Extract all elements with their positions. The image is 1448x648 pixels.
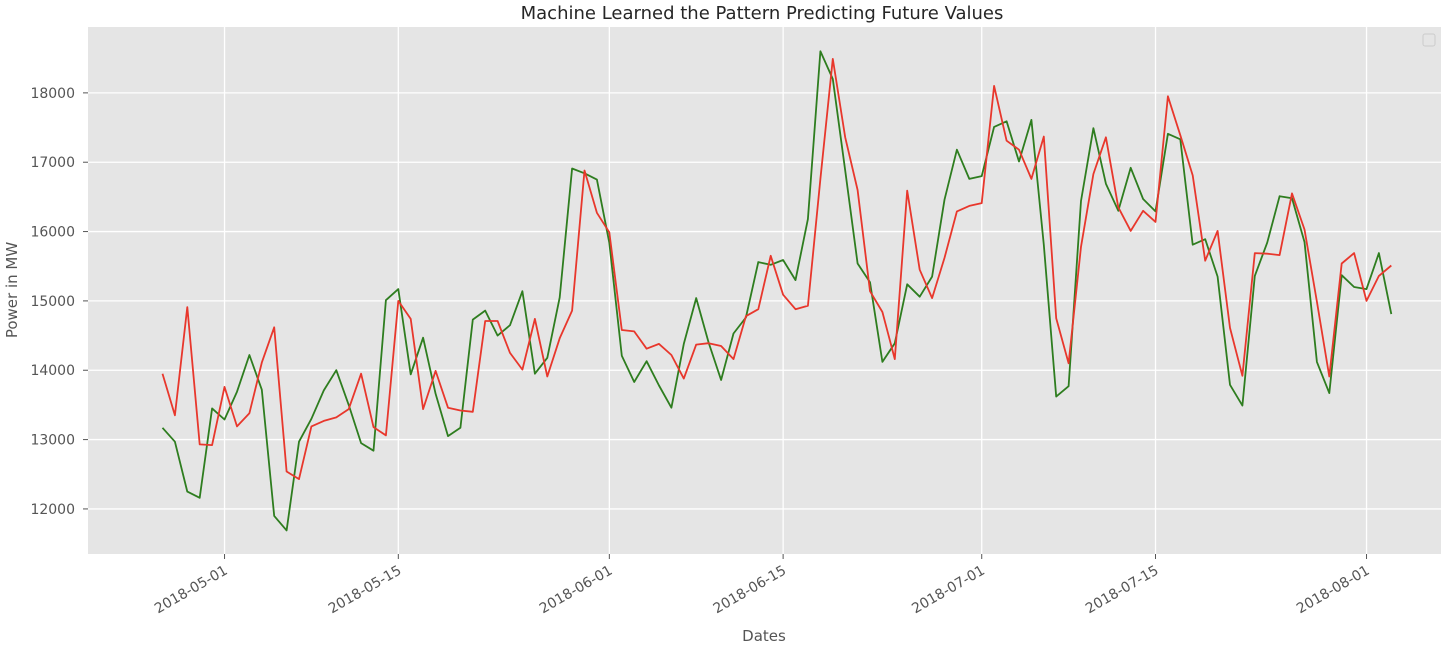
legend-box [1422, 33, 1436, 47]
series-line-2 [161, 58, 1392, 481]
x-tick-label: 2018-08-01 [1294, 563, 1372, 618]
x-tick-label: 2018-06-15 [711, 563, 789, 618]
x-tick-label: 2018-05-15 [326, 563, 404, 618]
series-layer [161, 50, 1393, 532]
x-tick-label: 2018-06-01 [537, 563, 615, 618]
series-line-1 [161, 50, 1393, 532]
y-tick-label: 18000 [30, 86, 75, 102]
y-tick-label: 13000 [30, 433, 75, 449]
y-tick-label: 12000 [30, 502, 75, 518]
x-tick-label: 2018-05-01 [152, 563, 230, 618]
plot-background [88, 27, 1441, 554]
y-tick-label: 17000 [30, 155, 75, 171]
x-axis-label: Dates [742, 627, 786, 645]
y-tick-label: 15000 [30, 294, 75, 310]
grid-layer [88, 27, 1441, 554]
chart-title: Machine Learned the Pattern Predicting F… [521, 3, 1004, 24]
x-tick-label: 2018-07-15 [1083, 563, 1161, 618]
y-tick-label: 16000 [30, 225, 75, 241]
y-tick-label: 14000 [30, 363, 75, 379]
x-tick-label: 2018-07-01 [909, 563, 987, 618]
y-axis-label: Power in MW [3, 242, 21, 339]
